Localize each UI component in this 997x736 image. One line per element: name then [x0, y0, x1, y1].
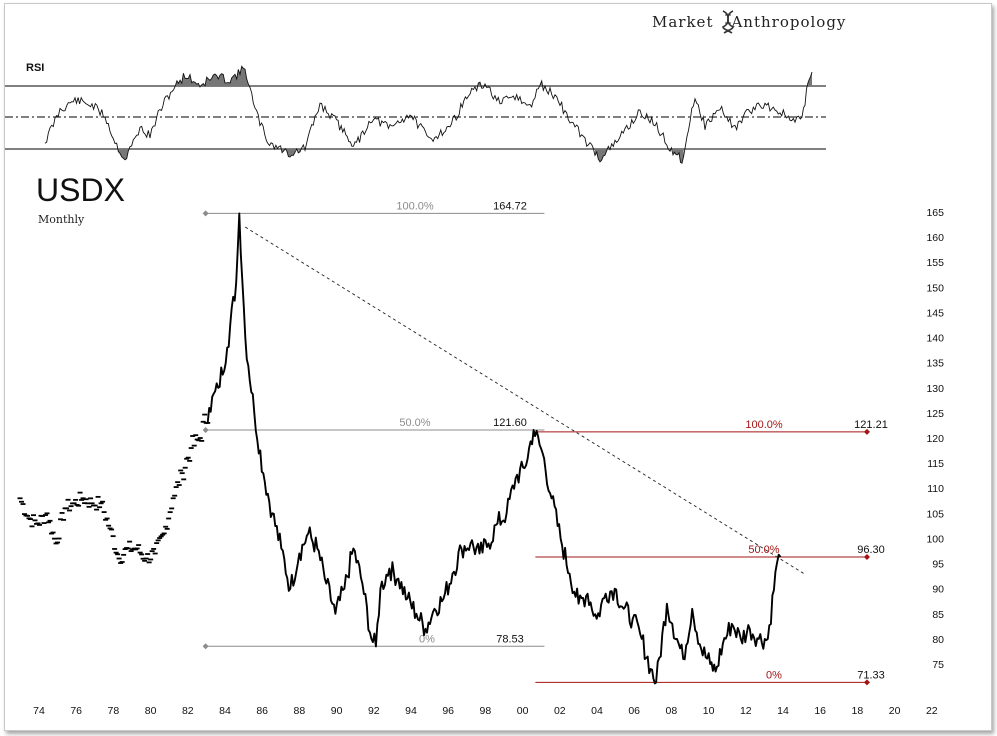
fib-red-marker	[863, 679, 870, 686]
x-tick-label: 16	[814, 705, 826, 717]
y-tick-label: 145	[926, 307, 944, 319]
x-tick-label: 22	[926, 705, 938, 717]
y-tick-label: 105	[926, 508, 944, 520]
price-line	[206, 212, 782, 685]
fib-gray-pct-label: 0%	[419, 633, 435, 645]
x-tick-label: 82	[182, 705, 194, 717]
fib-gray-value-label: 78.53	[496, 633, 524, 645]
price-series	[17, 212, 782, 685]
fib-gray-pct-label: 50.0%	[399, 417, 430, 429]
y-tick-label: 130	[926, 383, 944, 395]
x-tick-label: 86	[256, 705, 268, 717]
x-tick-label: 00	[517, 705, 529, 717]
y-tick-label: 95	[932, 559, 944, 571]
x-tick-label: 14	[777, 705, 789, 717]
rsi-line	[44, 65, 813, 164]
fib-gray-marker	[202, 210, 209, 217]
y-tick-label: 160	[926, 232, 944, 244]
downtrend-line	[245, 226, 805, 574]
y-tick-label: 85	[932, 609, 944, 621]
brand-word-left: Market	[652, 13, 714, 31]
x-tick-label: 78	[108, 705, 120, 717]
fib-red-value-label: 96.30	[857, 544, 885, 556]
fibonacci-levels: 100.0% 164.72 50.0% 121.60 0% 78.53 100.0% 121.…	[202, 200, 888, 686]
x-tick-label: 08	[666, 705, 678, 717]
y-tick-label: 100	[926, 533, 944, 545]
brand-logo: Market Anthropology	[652, 13, 846, 31]
y-tick-label: 120	[926, 433, 944, 445]
x-tick-label: 98	[480, 705, 492, 717]
rsi-panel-title: RSI	[26, 62, 45, 74]
fib-red-pct-label: 100.0%	[745, 419, 783, 431]
x-tick-label: 12	[740, 705, 752, 717]
y-tick-label: 115	[927, 458, 944, 470]
x-tick-label: 94	[405, 705, 417, 717]
y-tick-label: 150	[926, 282, 944, 294]
fib-red-marker	[863, 554, 870, 561]
x-tick-label: 92	[368, 705, 380, 717]
y-tick-label: 90	[932, 584, 944, 596]
rsi-panel	[5, 65, 826, 164]
x-tick-label: 74	[33, 705, 45, 717]
fib-red-pct-label: 50.0%	[748, 544, 779, 556]
fib-gray-marker	[202, 426, 209, 433]
x-tick-label: 04	[591, 705, 603, 717]
fib-gray-value-label: 121.60	[493, 417, 527, 429]
rsi-overbought-shading	[175, 66, 812, 86]
rsi-oversold-shading	[118, 149, 684, 164]
x-tick-label: 84	[219, 705, 231, 717]
x-tick-label: 80	[145, 705, 157, 717]
x-tick-label: 96	[442, 705, 454, 717]
x-tick-label: 02	[554, 705, 566, 717]
y-tick-label: 75	[932, 659, 944, 671]
dna-helix-icon	[722, 10, 734, 34]
x-tick-label: 10	[703, 705, 715, 717]
y-axis: 75 80 85 90 95 100 105 110 115 120 125 130 135 140 145…	[926, 207, 944, 671]
x-axis: 74 76 78 80 82 84 86 88 90 92 94 96 98 00 02 04 06 08 10 12…	[33, 705, 938, 717]
y-tick-label: 165	[926, 207, 944, 219]
fib-gray-marker	[202, 643, 209, 650]
x-tick-label: 90	[331, 705, 343, 717]
x-tick-label: 88	[294, 705, 306, 717]
fib-red-pct-label: 0%	[766, 669, 782, 681]
fib-gray-pct-label: 100.0%	[396, 200, 434, 212]
chart-frame	[4, 3, 992, 731]
x-tick-label: 20	[889, 705, 901, 717]
x-tick-label: 18	[852, 705, 864, 717]
fib-red-value-label: 71.33	[857, 669, 885, 681]
y-tick-label: 140	[926, 333, 944, 345]
x-tick-label: 06	[628, 705, 640, 717]
y-tick-label: 155	[926, 257, 944, 269]
chart-title: USDX	[36, 172, 125, 208]
y-tick-label: 110	[927, 483, 944, 495]
chart-subtitle: Monthly	[38, 213, 85, 226]
fib-red-marker	[863, 428, 870, 435]
y-tick-label: 135	[926, 358, 944, 370]
x-tick-label: 76	[70, 705, 82, 717]
fib-red-value-label: 121.21	[854, 419, 888, 431]
y-tick-label: 80	[932, 634, 944, 646]
fib-gray-value-label: 164.72	[493, 200, 527, 212]
y-tick-label: 125	[926, 408, 944, 420]
brand-word-right: Anthropology	[731, 13, 847, 31]
